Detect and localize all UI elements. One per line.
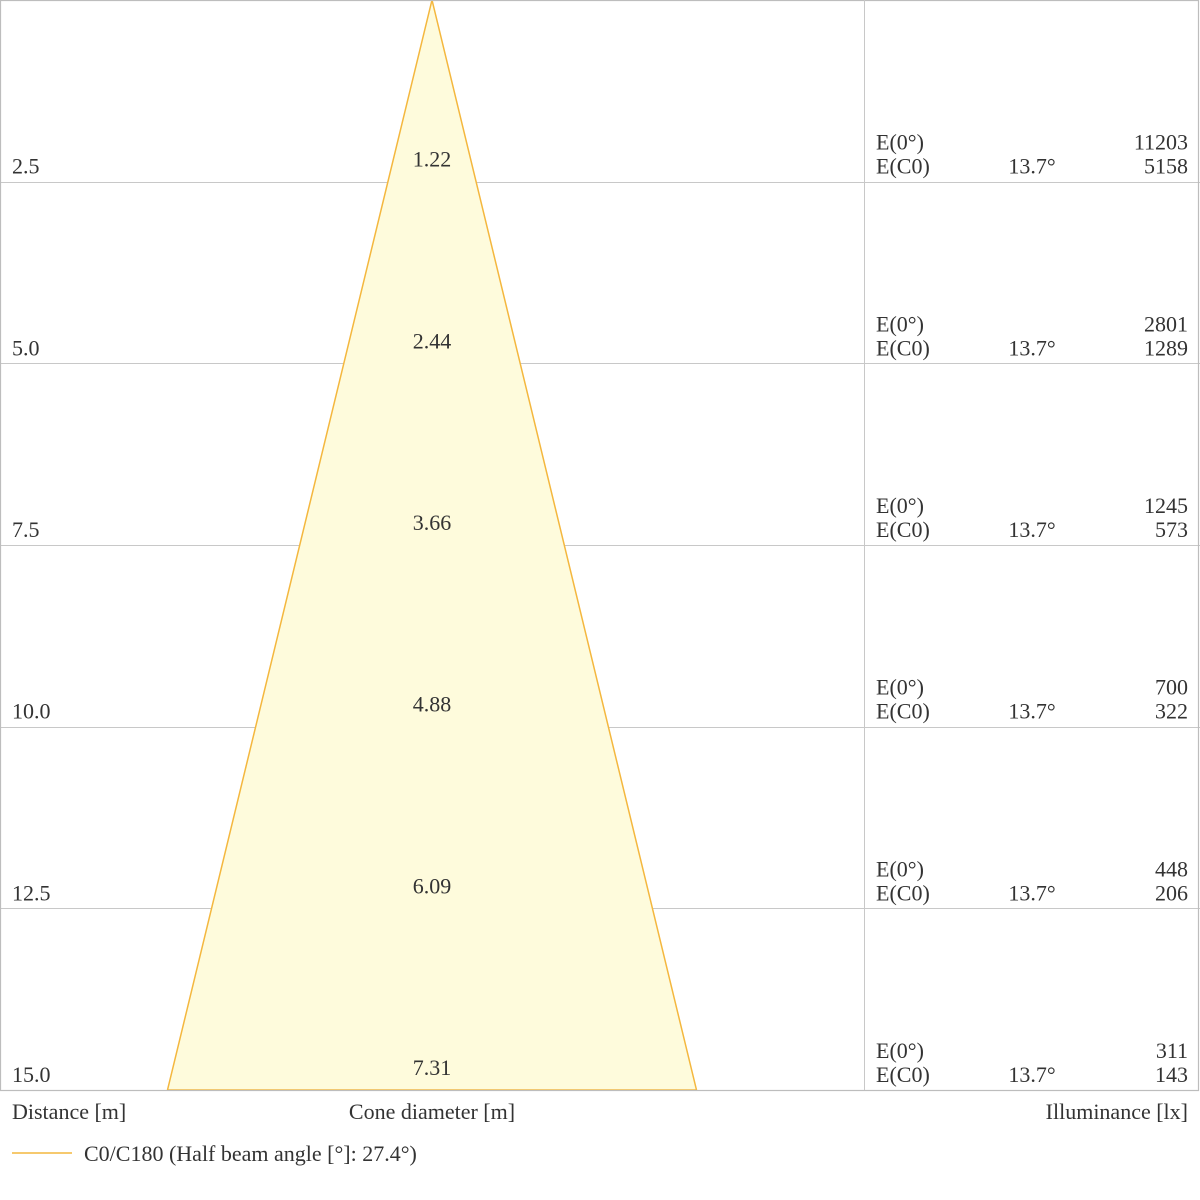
cone-axis-label: Cone diameter [m]	[349, 1099, 515, 1124]
legend-label: C0/C180 (Half beam angle [°]: 27.4°)	[84, 1141, 417, 1166]
e0-label: E(0°)	[876, 856, 924, 881]
ec0-label: E(C0)	[876, 154, 930, 179]
ec0-label: E(C0)	[876, 1062, 930, 1087]
e0-value: 1245	[1144, 493, 1188, 518]
e0-value: 700	[1155, 675, 1188, 700]
e0-label: E(0°)	[876, 130, 924, 155]
chart-frame	[0, 0, 1200, 1092]
ec0-value: 1289	[1144, 335, 1188, 360]
distance-tick-label: 7.5	[12, 517, 40, 542]
cone-diameter-label: 7.31	[413, 1055, 452, 1080]
distance-axis-label: Distance [m]	[12, 1099, 126, 1124]
ec0-value: 206	[1155, 880, 1188, 905]
ec0-value: 5158	[1144, 154, 1188, 179]
illuminance-axis-label: Illuminance [lx]	[1046, 1099, 1188, 1124]
e0-value: 311	[1156, 1038, 1188, 1063]
distance-tick-label: 2.5	[12, 154, 40, 179]
ec0-label: E(C0)	[876, 699, 930, 724]
ec0-label: E(C0)	[876, 517, 930, 542]
e0-value: 2801	[1144, 311, 1188, 336]
distance-tick-label: 15.0	[12, 1062, 51, 1087]
ec0-label: E(C0)	[876, 335, 930, 360]
ec0-value: 143	[1155, 1062, 1188, 1087]
cone-diameter-label: 2.44	[413, 328, 452, 353]
cone-diameter-label: 3.66	[413, 510, 452, 535]
e0-label: E(0°)	[876, 675, 924, 700]
e0-value: 11203	[1134, 130, 1188, 155]
ec0-value: 573	[1155, 517, 1188, 542]
half-angle-label: 13.7°	[1008, 335, 1055, 360]
e0-label: E(0°)	[876, 1038, 924, 1063]
e0-value: 448	[1155, 856, 1188, 881]
half-angle-label: 13.7°	[1008, 699, 1055, 724]
distance-tick-label: 5.0	[12, 335, 40, 360]
e0-label: E(0°)	[876, 493, 924, 518]
half-angle-label: 13.7°	[1008, 1062, 1055, 1087]
cone-diameter-label: 4.88	[413, 692, 452, 717]
e0-label: E(0°)	[876, 311, 924, 336]
half-angle-label: 13.7°	[1008, 154, 1055, 179]
cone-diameter-label: 1.22	[413, 147, 452, 172]
distance-tick-label: 10.0	[12, 699, 51, 724]
half-angle-label: 13.7°	[1008, 880, 1055, 905]
half-angle-label: 13.7°	[1008, 517, 1055, 542]
cone-diameter-label: 6.09	[413, 873, 452, 898]
ec0-value: 322	[1155, 699, 1188, 724]
ec0-label: E(C0)	[876, 880, 930, 905]
distance-tick-label: 12.5	[12, 880, 51, 905]
